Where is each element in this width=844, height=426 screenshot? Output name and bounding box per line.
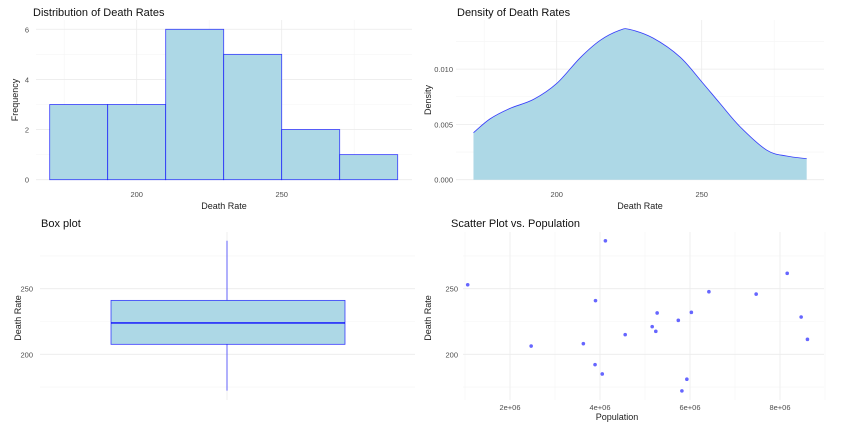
histogram-ylabel: Frequency	[10, 78, 20, 121]
scatter-point	[650, 324, 654, 329]
x-tick-label: 2e+06	[499, 403, 520, 412]
histogram-bar	[339, 154, 399, 181]
boxplot-panel: 200 250 Box plot Death Rate	[13, 218, 415, 400]
histogram-bar	[107, 104, 167, 181]
scatter-point	[654, 329, 658, 334]
histogram-bar	[165, 28, 225, 181]
histogram-bar	[49, 104, 109, 181]
scatter-point	[676, 318, 681, 323]
scatter-point	[465, 282, 470, 287]
density-line	[473, 28, 807, 160]
x-tick-label: 250	[275, 190, 288, 199]
x-tick-label: 6e+06	[679, 403, 700, 412]
y-tick-label: 6	[25, 25, 29, 34]
scatter-point	[685, 377, 689, 382]
scatter-point	[754, 292, 758, 296]
scatter-point	[600, 372, 605, 376]
y-tick-label: 250	[445, 285, 458, 294]
y-tick-label: 2	[25, 126, 29, 135]
scatter-point	[805, 337, 810, 342]
y-tick-label: 0.000	[434, 176, 453, 185]
y-tick-label: 250	[20, 285, 33, 294]
y-tick-label: 0.010	[434, 65, 453, 74]
y-tick-label: 4	[25, 75, 29, 84]
y-tick-label: 0	[25, 176, 29, 185]
y-tick-label: 200	[445, 350, 458, 359]
scatter-point	[623, 332, 627, 337]
scatter-point	[680, 389, 684, 393]
scatter-point	[655, 311, 659, 315]
density-xlabel: Death Rate	[617, 201, 663, 211]
scatter-point	[529, 344, 533, 348]
scatter-point	[603, 239, 608, 243]
scatter-point	[593, 298, 598, 303]
scatter-panel: 2e+06 4e+06 6e+06 8e+06 200 250 Scatter Plot v…	[423, 218, 826, 422]
histogram-bar	[223, 53, 283, 181]
x-tick-label: 8e+06	[769, 403, 790, 412]
y-tick-label: 0.005	[434, 120, 453, 129]
histogram-bar	[281, 129, 341, 181]
boxplot-ylabel: Death Rate	[13, 295, 23, 341]
scatter-point	[785, 271, 789, 276]
x-tick-label: 200	[130, 190, 143, 199]
scatter-point	[799, 315, 803, 319]
density-ylabel: Density	[423, 84, 433, 115]
boxplot-title: Box plot	[41, 218, 81, 230]
x-tick-label: 250	[695, 190, 708, 199]
x-tick-label: 200	[550, 190, 563, 199]
x-tick-label: 4e+06	[589, 403, 610, 412]
scatter-ylabel: Death Rate	[423, 295, 433, 341]
density-panel: 200 250 0.000 0.005 0.010 Density of Death Ra…	[423, 7, 824, 211]
density-area	[473, 28, 807, 180]
scatter-point	[581, 341, 586, 346]
histogram-title: Distribution of Death Rates	[33, 7, 165, 19]
scatter-xlabel: Population	[596, 412, 639, 422]
density-title: Density of Death Rates	[457, 7, 571, 19]
scatter-point	[689, 310, 694, 315]
scatter-point	[593, 362, 597, 367]
y-tick-label: 200	[20, 350, 33, 359]
scatter-point	[707, 289, 711, 294]
histogram-xlabel: Death Rate	[201, 201, 247, 211]
scatter-title: Scatter Plot vs. Population	[451, 218, 580, 230]
histogram-panel: 200 250 0 2 4 6 Distribution of Death Rates Dea…	[10, 7, 412, 211]
